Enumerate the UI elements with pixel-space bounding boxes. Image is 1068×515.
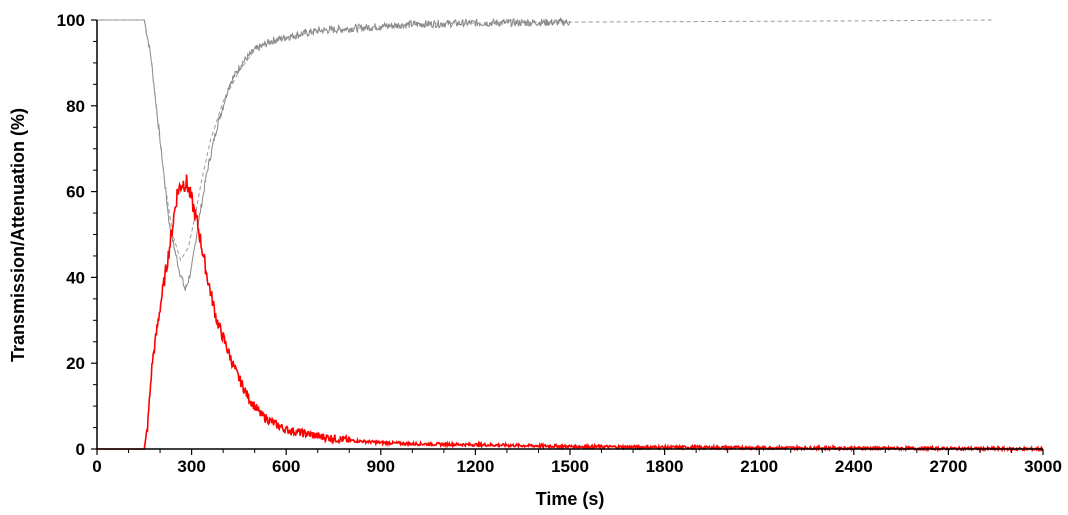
x-tick-label: 2100 — [740, 457, 778, 476]
x-tick-label: 0 — [92, 457, 101, 476]
series-line-2 — [97, 19, 993, 262]
y-tick-label: 0 — [76, 440, 85, 459]
plot-area — [97, 16, 1044, 453]
x-tick-label: 300 — [177, 457, 205, 476]
y-tick-label: 80 — [66, 97, 85, 116]
series-line-1 — [97, 16, 571, 291]
x-tick-label: 2400 — [835, 457, 873, 476]
x-tick-label: 900 — [367, 457, 395, 476]
y-tick-label: 100 — [57, 11, 85, 30]
series-line-3 — [97, 174, 1044, 453]
x-tick-label: 1500 — [551, 457, 589, 476]
x-tick-label: 1200 — [456, 457, 494, 476]
y-tick-label: 40 — [66, 268, 85, 287]
x-tick-label: 2700 — [929, 457, 967, 476]
x-tick-label: 3000 — [1024, 457, 1062, 476]
y-tick-label: 20 — [66, 354, 85, 373]
axes: 0 300 600 900 1200 1500 1800 2100 2400 2700 3000 0 2… — [57, 11, 1062, 476]
x-tick-label: 600 — [272, 457, 300, 476]
y-tick-label: 60 — [66, 183, 85, 202]
x-tick-label: 1800 — [646, 457, 684, 476]
y-axis-title: Transmission/Attenuation (%) — [8, 108, 28, 362]
x-axis-title: Time (s) — [536, 489, 605, 509]
